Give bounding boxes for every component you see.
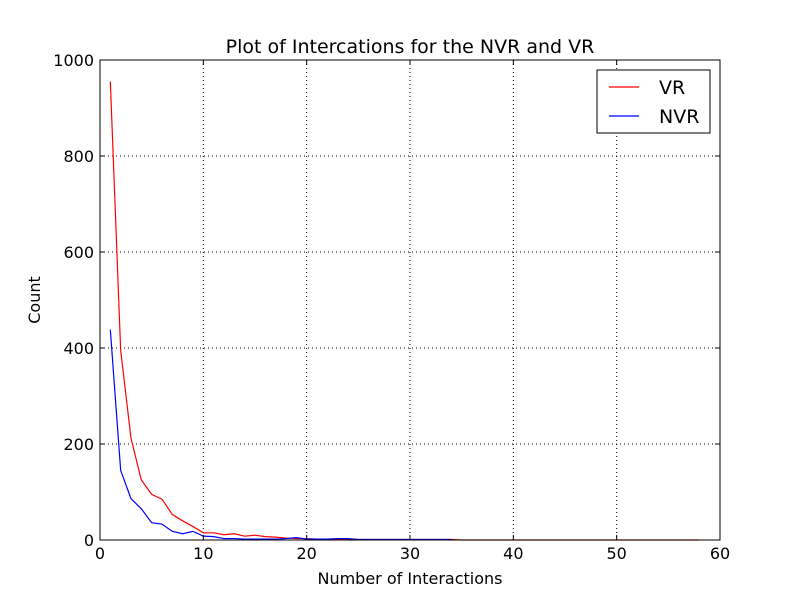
- y-tick-label: 800: [63, 147, 94, 166]
- x-tick-label: 50: [606, 544, 626, 563]
- legend: VR NVR: [596, 69, 711, 134]
- x-tick-label: 40: [503, 544, 523, 563]
- x-tick-label: 10: [193, 544, 213, 563]
- series-lines: [109, 81, 700, 541]
- x-tick-label: 30: [400, 544, 420, 563]
- x-axis-label: Number of Interactions: [317, 569, 502, 588]
- y-axis-label: Count: [25, 276, 44, 324]
- y-tick-label: 400: [63, 339, 94, 358]
- x-tick-label: 20: [296, 544, 316, 563]
- legend-box: [596, 69, 711, 134]
- chart-title: Plot of Intercations for the NVR and VR: [226, 36, 595, 58]
- grid-lines: [100, 60, 720, 540]
- legend-label-nvr: NVR: [659, 106, 699, 128]
- x-tick-label: 0: [95, 544, 105, 563]
- y-tick-label: 1000: [53, 51, 94, 70]
- y-tick-label: 200: [63, 435, 94, 454]
- plot-frame: [99, 59, 721, 541]
- legend-label-vr: VR: [659, 77, 685, 99]
- series-line-nvr: [109, 329, 452, 541]
- y-tick-label: 0: [84, 531, 94, 550]
- y-tick-label: 600: [63, 243, 94, 262]
- series-line-vr: [109, 81, 700, 541]
- x-tick-label: 60: [710, 544, 730, 563]
